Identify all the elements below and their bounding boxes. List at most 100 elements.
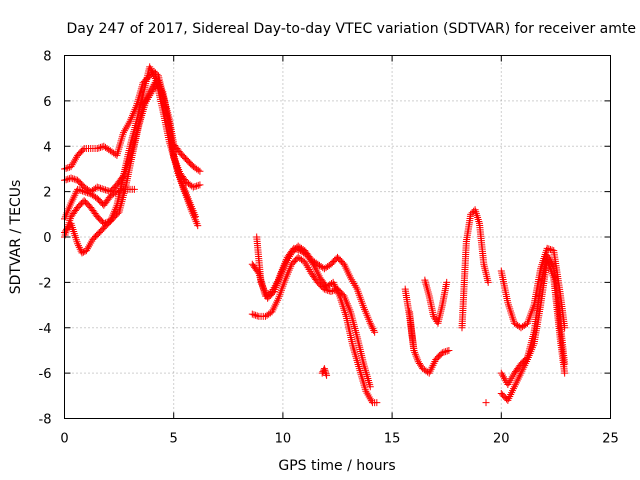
arc13-point <box>484 278 492 286</box>
arc4-point <box>74 240 82 248</box>
y-tick-label: 8 <box>43 50 51 65</box>
arc13-point <box>475 217 483 225</box>
arc7-point <box>253 312 261 320</box>
arc7-point <box>248 310 256 318</box>
arc2-point <box>194 181 202 189</box>
arc7-point <box>322 286 330 294</box>
y-tick-label: -8 <box>39 413 52 428</box>
arc2-point <box>101 186 109 194</box>
arc6-point <box>368 323 376 331</box>
arc13-point <box>474 214 482 222</box>
arc2-point <box>64 175 72 183</box>
arc3-point <box>85 189 93 197</box>
arc4-point <box>194 222 202 230</box>
arc2-point <box>93 183 101 191</box>
y-tick-label: -2 <box>39 276 52 291</box>
arc6-point <box>366 319 374 327</box>
y-tick-label: 4 <box>43 140 51 155</box>
arc8-point <box>373 399 381 407</box>
arc1-point <box>95 144 103 152</box>
x-tick-label: 10 <box>275 432 292 447</box>
arc15-point <box>545 245 553 253</box>
arc3-point <box>74 185 82 193</box>
x-tick-label: 15 <box>384 432 401 447</box>
x-tick-label: 25 <box>602 432 619 447</box>
arc10-point <box>438 349 446 357</box>
arc6-point <box>371 328 379 336</box>
arc15-point <box>546 245 554 253</box>
arc10-point <box>440 348 448 356</box>
y-tick-label: -6 <box>39 367 52 382</box>
y-axis-title: SDTVAR / TECUs <box>8 180 24 295</box>
y-tick-labels: -8 -6 -4 -2 0 2 4 6 8 <box>39 50 52 428</box>
arc13-point <box>467 210 475 218</box>
arc17-point <box>561 369 569 377</box>
arc3-point <box>130 185 138 193</box>
arc9-point <box>323 371 331 379</box>
x-tick-label: 5 <box>170 432 178 447</box>
arc1-point <box>64 164 72 172</box>
x-tick-label: 20 <box>493 432 510 447</box>
arc2-point <box>97 184 105 192</box>
arc2-point <box>191 183 199 191</box>
arc1-point <box>93 145 101 153</box>
arc8-point <box>291 245 299 253</box>
arc3-point <box>83 189 91 197</box>
arc2-point <box>193 182 201 190</box>
arc7-point <box>252 311 260 319</box>
arc3-point <box>77 186 85 194</box>
arc10-point <box>443 347 451 355</box>
arc5-point <box>100 219 108 227</box>
arc4-point <box>76 245 84 253</box>
arc5-point <box>101 219 109 227</box>
arc5-point <box>192 213 200 221</box>
y-tick-label: 2 <box>43 186 51 201</box>
axis-ticks <box>64 55 611 419</box>
arc9-point <box>320 365 328 373</box>
arc2-point <box>62 176 70 184</box>
x-axis-title: GPS time / hours <box>278 458 395 474</box>
arc2-point <box>100 185 108 193</box>
arc10-point <box>445 346 453 354</box>
arc7-point <box>250 311 258 319</box>
arc15-point <box>543 244 551 252</box>
arc1-point <box>194 166 202 174</box>
arc4-point <box>74 242 82 250</box>
arc4-point <box>79 248 87 256</box>
arc4-point <box>75 243 83 251</box>
arc14-point <box>482 399 490 407</box>
arc3-point <box>82 188 90 196</box>
arc7-point <box>324 286 332 294</box>
arc13-point <box>474 215 482 223</box>
arc6-point <box>369 325 377 333</box>
arc11-point <box>410 346 418 354</box>
arc2-point <box>69 175 77 183</box>
arc3-point <box>79 187 87 195</box>
data-points <box>61 63 569 407</box>
arc2-point <box>67 174 75 182</box>
arc10-point <box>442 348 450 356</box>
arc8-point <box>293 245 301 253</box>
arc9-point <box>322 370 330 378</box>
x-tick-labels: 0 5 10 15 20 25 <box>60 432 618 447</box>
arc6-point <box>370 326 378 334</box>
arc3-point <box>80 188 88 196</box>
y-tick-label: 0 <box>43 231 51 246</box>
arc1-point <box>62 164 70 172</box>
arc8-point <box>290 244 298 252</box>
arc2-point <box>196 181 204 189</box>
y-tick-label: 6 <box>43 95 51 110</box>
arc7-point <box>327 287 335 295</box>
grid-lines <box>64 55 611 419</box>
arc2-point <box>95 184 103 192</box>
y-tick-label: -4 <box>39 322 52 337</box>
arc5-point <box>103 218 111 226</box>
arc4-point <box>78 249 86 257</box>
arc1-point <box>196 167 204 175</box>
chart-title: Day 247 of 2017, Sidereal Day-to-day VTE… <box>66 21 636 37</box>
arc8-point <box>295 246 303 254</box>
arc1-point <box>98 143 106 151</box>
arc9-point <box>321 368 329 376</box>
arc13-point <box>468 209 476 217</box>
arc2-point <box>98 185 106 193</box>
